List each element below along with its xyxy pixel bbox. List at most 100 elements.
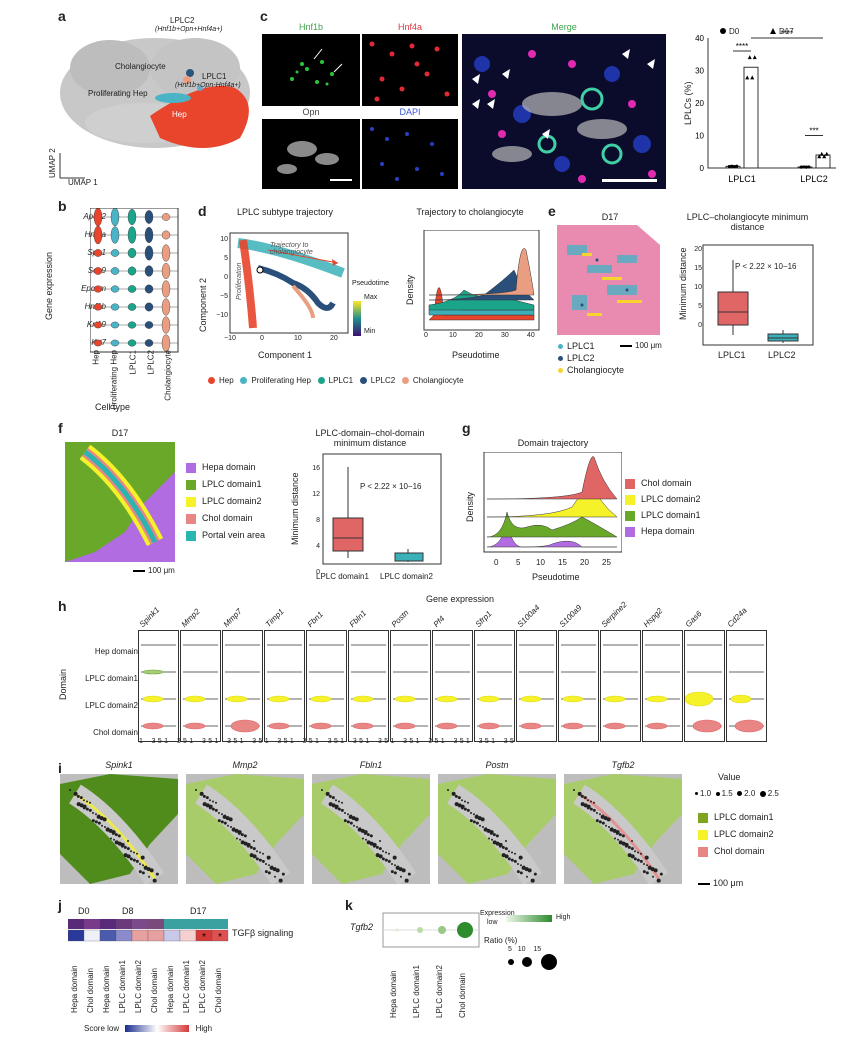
h-ylabel: Domain	[58, 668, 68, 700]
c-axes	[707, 38, 836, 169]
h-column-spink1	[138, 630, 179, 742]
k-expr-title: Expression	[480, 910, 515, 917]
trajectory-plot	[229, 232, 361, 336]
merge-image	[462, 34, 666, 189]
h-column-postn	[390, 630, 431, 742]
b-xlabels: Hep Proliferating Hep LPLC1 LPLC2 Cholan…	[92, 350, 173, 410]
e-box-title: LPLC–cholangiocyte minimum distance	[686, 212, 809, 232]
h-gene-fbn1: Fbn1	[305, 609, 325, 629]
f-cat1: LPLC domain1	[316, 572, 369, 581]
violin-b-1-0	[93, 225, 103, 245]
h-violin	[268, 695, 290, 703]
spatial-map-e	[557, 225, 660, 335]
c-point	[817, 154, 822, 159]
label-lplc2: LPLC2	[170, 16, 195, 25]
h-violin	[268, 722, 290, 730]
opn-title: Opn	[302, 107, 320, 117]
label-lplc1: LPLC1	[202, 72, 227, 81]
j-col-label: Hepa domain	[166, 965, 175, 1013]
violin-b-5-4	[161, 298, 171, 316]
label-hep: Hep	[172, 110, 187, 119]
h-gene-cd24a: Cd24a	[725, 605, 749, 629]
c-ytick: 40	[695, 34, 704, 43]
violin-b-2-2	[127, 248, 137, 259]
violin-b-4-4	[161, 280, 171, 298]
h-violin	[184, 695, 206, 703]
j-cell	[147, 929, 165, 942]
g-xlabel: Pseudotime	[532, 572, 580, 582]
i-value-legend: 1.0 1.5 2.0 2.5	[695, 789, 779, 798]
merge-title: Merge	[551, 22, 577, 32]
violin-b-5-3	[144, 302, 154, 312]
label-lplc1-markers: (Hnf1b+Opn-Hnf4a+)	[175, 82, 241, 89]
j-col-label: LPLC domain2	[134, 960, 143, 1013]
violin-b-1-2	[127, 226, 137, 244]
legend-hep: Hep	[208, 376, 234, 385]
j-cell	[83, 929, 101, 942]
h-violin	[310, 722, 332, 730]
h-violin	[684, 691, 714, 707]
i-map-tgfb2	[564, 774, 682, 884]
e-ylabel: Minimum distance	[678, 247, 688, 320]
k-gene: Tgfb2	[350, 922, 374, 932]
violin-b-6-4	[161, 316, 171, 334]
violin-b-4-0	[93, 285, 103, 293]
violin-b-5-0	[93, 303, 103, 311]
h-violin	[604, 722, 626, 730]
ridge-plot-g	[483, 452, 622, 553]
h-column-sfrp1	[474, 630, 515, 742]
violin-b-3-0	[93, 267, 103, 275]
legend-prolif: Proliferating Hep	[240, 376, 311, 385]
k-ratio-title: Ratio (%)	[484, 936, 518, 945]
i-map-mmp2	[186, 774, 304, 884]
j-col-label: LPLC domain1	[182, 960, 191, 1013]
h-violin	[646, 722, 668, 730]
c-sig-label: ***	[809, 127, 818, 136]
k-col-label: Chol domain	[458, 973, 467, 1018]
c-category-label: LPLC1	[728, 174, 756, 184]
j-heatmap: * *	[67, 919, 230, 948]
panel-letter-a: a	[58, 8, 66, 24]
violin-b-2-1	[110, 249, 120, 257]
violin-b-6-2	[127, 321, 137, 329]
violin-b-0-3	[144, 210, 154, 224]
panel-letter-e: e	[548, 203, 556, 219]
h-gene-fbln1: Fbln1	[347, 608, 369, 629]
h-violin	[562, 722, 584, 730]
violin-b-7-4	[161, 334, 171, 352]
h-violin	[436, 722, 458, 730]
legend-chol: Cholangiocyte	[401, 376, 464, 385]
dapi-image	[362, 119, 458, 189]
h-violin	[734, 719, 764, 733]
j-scale: Score low High	[84, 1024, 213, 1033]
h-gene-postn: Postn	[389, 608, 411, 629]
h-gene-pf4: Pf4	[431, 614, 447, 629]
h-column-timp1	[264, 630, 305, 742]
h-violin	[520, 722, 542, 730]
h-gene-gas6: Gas6	[683, 609, 704, 629]
e-scale: 100 μm	[620, 341, 662, 350]
h-column-s100a4	[516, 630, 557, 742]
violin-b-6-3	[144, 321, 154, 329]
k-col-label: Hepa domain	[389, 970, 398, 1018]
j-cell	[179, 929, 197, 942]
j-col-label: Hepa domain	[102, 965, 111, 1013]
violin-b-3-1	[110, 267, 120, 275]
h-violin	[142, 669, 164, 675]
c-point	[732, 164, 736, 169]
h-violin	[352, 722, 374, 730]
j-cell	[99, 929, 117, 942]
h-column-fbln1	[348, 630, 389, 742]
h-column-pf4	[432, 630, 473, 742]
h-column-hspg2	[642, 630, 683, 742]
d-ylabel: Component 2	[198, 277, 208, 332]
h-violin	[520, 695, 542, 703]
j-star: *	[218, 932, 222, 943]
h-violin	[478, 722, 500, 730]
panel-letter-d: d	[198, 203, 207, 219]
prolif-label: Proliferation	[236, 262, 243, 300]
violin-b-7-2	[127, 339, 137, 347]
violin-b-1-1	[110, 226, 120, 244]
d-density-label: Density	[405, 274, 415, 305]
k-ratio-ticks: 5 10 15	[508, 946, 542, 953]
